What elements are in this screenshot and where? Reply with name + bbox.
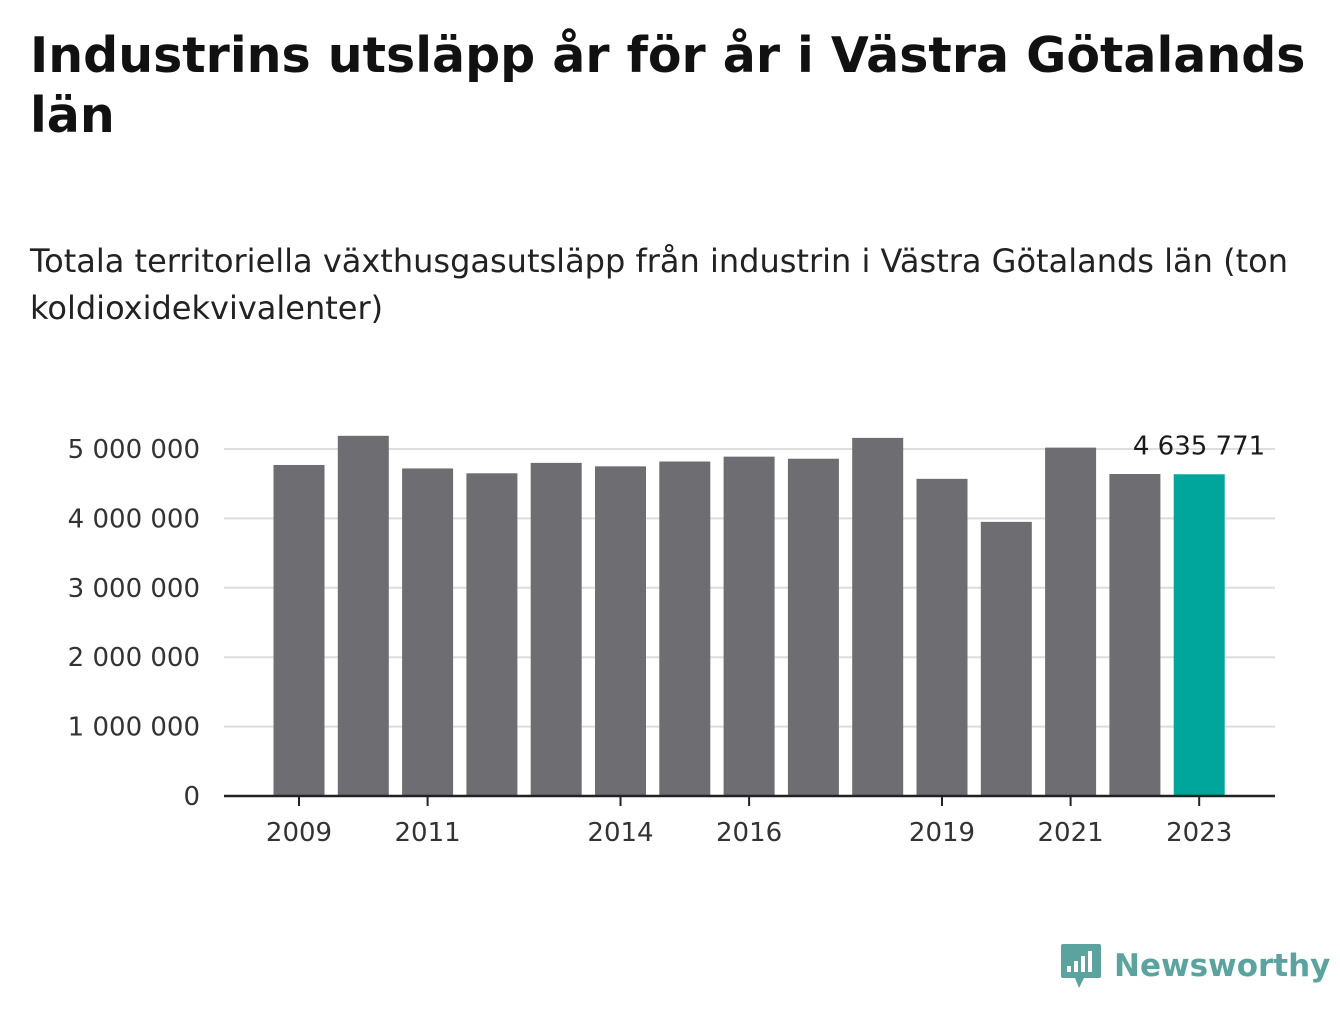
bar (852, 437, 904, 796)
bar (1109, 473, 1161, 796)
y-tick-label: 1 000 000 (68, 713, 200, 743)
bars (273, 435, 1225, 796)
bar (402, 468, 454, 796)
bar (337, 435, 389, 796)
x-tick-label: 2011 (395, 818, 461, 848)
bar (916, 478, 968, 796)
bar (980, 521, 1032, 796)
chart-subtitle: Totala territoriella växthusgasutsläpp f… (30, 242, 1288, 327)
newsworthy-logo-icon (1061, 944, 1101, 988)
chart-title: Industrins utsläpp år för år i Västra Gö… (30, 27, 1306, 144)
bar (1045, 447, 1097, 796)
labels: 0 1 000 000 2 000 000 3 000 000 4 000 000 5 0… (68, 431, 1266, 848)
bar-highlight (1173, 474, 1225, 796)
brand-name: Newsworthy (1114, 948, 1331, 984)
bar (466, 473, 518, 796)
x-tick-label: 2014 (587, 818, 653, 848)
y-tick-label: 0 (183, 782, 200, 812)
y-tick-label: 5 000 000 (68, 435, 200, 465)
x-tick-label: 2016 (716, 818, 782, 848)
brand-logo: Newsworthy (1060, 940, 1330, 992)
bar (273, 464, 325, 796)
x-tick-label: 2021 (1038, 818, 1104, 848)
bar (659, 461, 711, 796)
value-label: 4 635 771 (1133, 431, 1265, 461)
x-tick-label: 2023 (1166, 818, 1232, 848)
y-tick-label: 2 000 000 (68, 643, 200, 673)
bar (787, 458, 839, 796)
axes (224, 794, 1275, 806)
bar (595, 466, 646, 796)
y-tick-label: 4 000 000 (68, 504, 200, 534)
bar (530, 462, 582, 796)
x-tick-label: 2009 (266, 818, 332, 848)
bar (723, 456, 775, 796)
x-tick-label: 2019 (909, 818, 975, 848)
y-tick-label: 3 000 000 (68, 574, 200, 604)
